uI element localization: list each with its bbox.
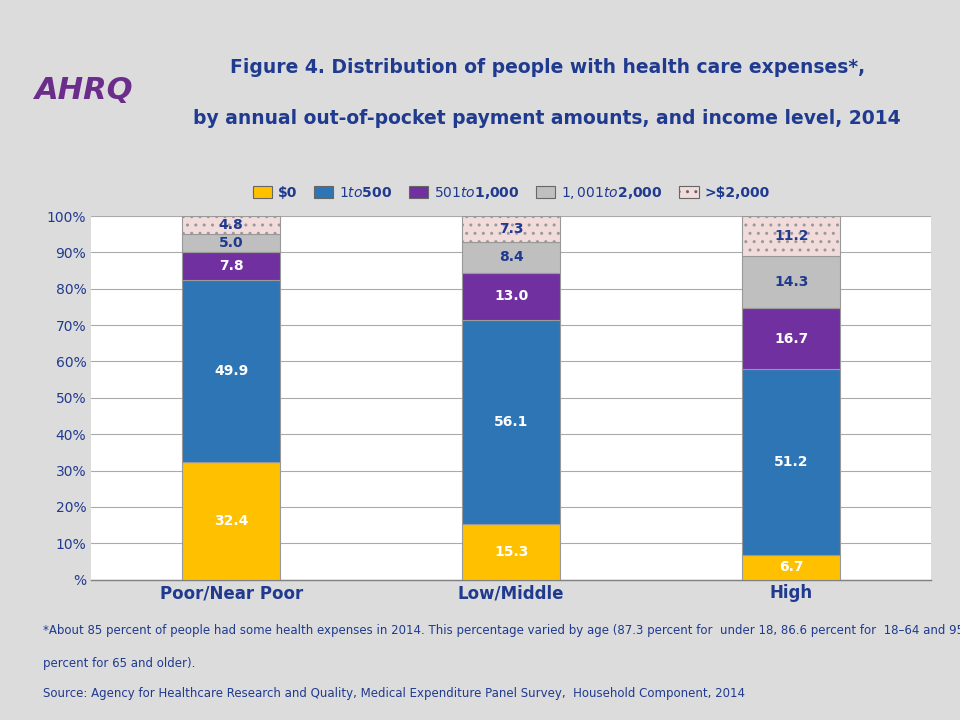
Bar [742,555,840,580]
Text: 32.4: 32.4 [214,513,249,528]
Text: 49.9: 49.9 [214,364,249,378]
Bar [742,215,840,256]
Text: 4.8: 4.8 [219,218,244,232]
Text: 11.2: 11.2 [774,229,808,243]
Bar [462,242,561,273]
Text: 14.3: 14.3 [774,275,808,289]
Bar [462,215,561,242]
Text: percent for 65 and older).: percent for 65 and older). [43,657,195,670]
Text: 51.2: 51.2 [774,455,808,469]
Bar [182,280,280,462]
Text: AHRQ: AHRQ [35,76,133,105]
Text: 7.8: 7.8 [219,259,244,273]
Text: by annual out-of-pocket payment amounts, and income level, 2014: by annual out-of-pocket payment amounts,… [193,109,901,127]
Text: 16.7: 16.7 [774,332,808,346]
Bar [462,524,561,580]
Text: 15.3: 15.3 [494,545,528,559]
Bar [462,273,561,320]
Legend: $0, $1 to $500, $501 to $1,000, $1,001 to $2,000, >$2,000: $0, $1 to $500, $501 to $1,000, $1,001 t… [252,184,770,201]
Text: 8.4: 8.4 [499,251,523,264]
Text: 56.1: 56.1 [494,415,528,429]
Bar [182,462,280,580]
Bar [182,234,280,252]
Text: Figure 4. Distribution of people with health care expenses*,: Figure 4. Distribution of people with he… [229,58,865,77]
Text: 7.3: 7.3 [499,222,523,236]
Text: Source: Agency for Healthcare Research and Quality, Medical Expenditure Panel Su: Source: Agency for Healthcare Research a… [43,687,745,700]
Bar [182,217,280,234]
Bar [182,252,280,280]
Bar [742,308,840,369]
Text: 13.0: 13.0 [494,289,528,303]
Text: 5.0: 5.0 [219,236,244,250]
Text: 6.7: 6.7 [779,560,804,575]
Bar [742,369,840,555]
Bar [462,320,561,524]
Text: *About 85 percent of people had some health expenses in 2014. This percentage va: *About 85 percent of people had some hea… [43,624,960,637]
Bar [742,256,840,308]
